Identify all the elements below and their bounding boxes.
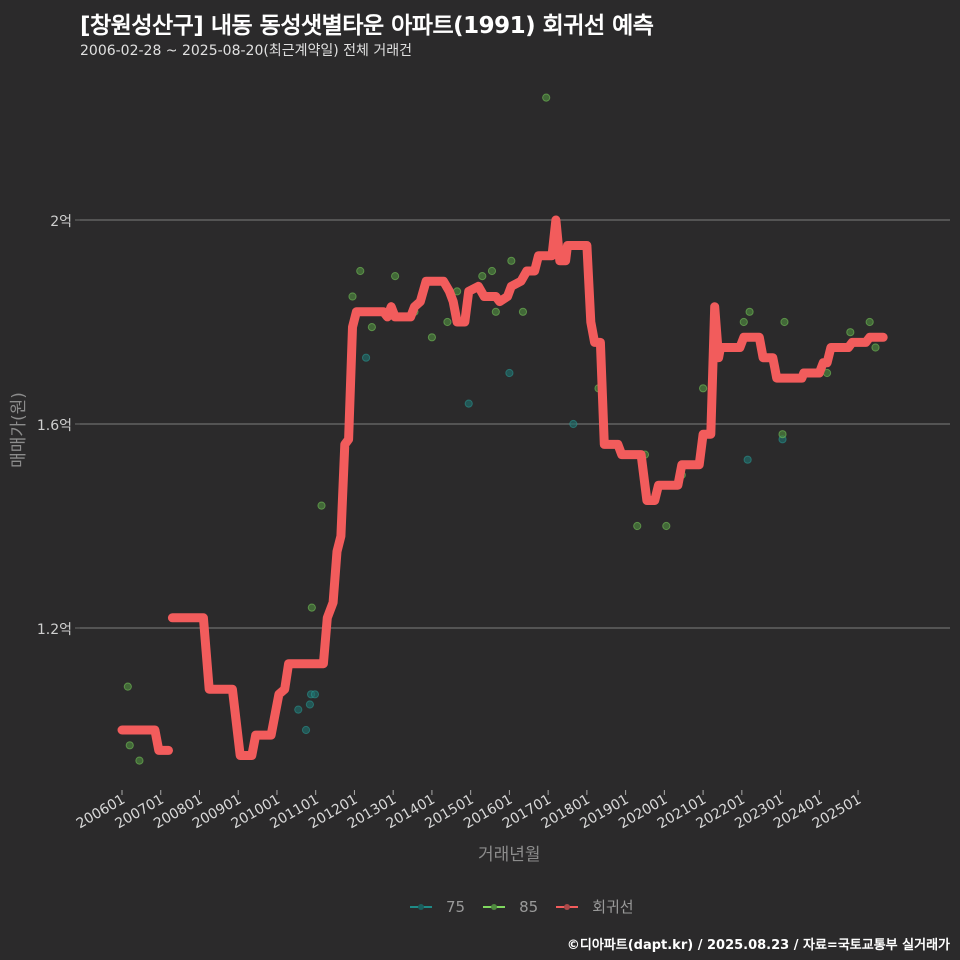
y-tick-label: 1.2억 xyxy=(36,622,72,638)
data-point xyxy=(743,455,752,464)
legend-key-85-icon xyxy=(483,902,506,912)
legend-label-85: 85 xyxy=(519,897,539,916)
y-axis-label: 매매가(원) xyxy=(9,392,29,468)
data-point xyxy=(491,307,500,316)
data-point xyxy=(542,93,551,102)
data-point xyxy=(699,384,708,393)
legend: 75 85 회귀선 xyxy=(410,896,642,917)
data-point xyxy=(427,333,437,342)
data-point xyxy=(348,292,357,301)
data-point xyxy=(361,353,371,362)
y-tick-label: 1.6억 xyxy=(36,418,72,434)
data-point xyxy=(443,317,452,327)
data-point xyxy=(123,682,132,691)
data-point xyxy=(478,272,487,281)
data-point xyxy=(505,368,514,378)
x-axis-ticks: 2006012007012008012009012010012011012012… xyxy=(74,790,864,832)
series-85-points xyxy=(123,93,880,765)
x-axis-label: 거래년월 xyxy=(478,845,541,865)
data-point xyxy=(569,419,578,429)
legend-key-regression-icon xyxy=(556,902,579,912)
data-point xyxy=(464,399,473,408)
data-point xyxy=(662,521,671,531)
gridlines xyxy=(75,219,950,629)
regression-segment xyxy=(117,725,173,755)
data-point xyxy=(518,307,528,316)
data-point xyxy=(871,343,880,352)
data-point xyxy=(305,700,314,709)
regression-line xyxy=(117,215,888,760)
legend-item-85[interactable]: 85 xyxy=(483,898,538,916)
data-point xyxy=(125,741,134,750)
data-point xyxy=(739,317,748,327)
legend-key-75-icon xyxy=(410,902,432,912)
chart-subtitle: 2006-02-28 ~ 2025-08-20(최근계약일) 전체 거래건 xyxy=(80,43,412,59)
legend-item-regression[interactable]: 회귀선 xyxy=(556,896,634,917)
data-point xyxy=(301,725,311,735)
data-point xyxy=(391,272,400,281)
data-point xyxy=(294,705,303,714)
data-point xyxy=(633,521,642,531)
data-point xyxy=(778,430,787,439)
data-point xyxy=(865,317,874,327)
data-point xyxy=(507,256,516,265)
data-point xyxy=(317,501,326,510)
data-point xyxy=(307,603,316,612)
y-tick-label: 2억 xyxy=(50,214,72,230)
chart-title: [창원성산구] 내동 동성샛별타운 아파트(1991) 회귀선 예측 xyxy=(80,13,654,39)
data-point xyxy=(135,756,144,765)
data-point xyxy=(356,266,365,276)
legend-item-75[interactable]: 75 xyxy=(410,898,465,916)
legend-label-regression: 회귀선 xyxy=(592,898,634,916)
data-point xyxy=(780,317,789,327)
data-point xyxy=(487,266,497,276)
regression-segment xyxy=(167,215,888,760)
source-caption: ©디아파트(dapt.kr) / 2025.08.23 / 자료=국토교통부 실… xyxy=(566,938,950,953)
data-point xyxy=(846,328,855,337)
data-point xyxy=(745,307,754,316)
data-point xyxy=(367,323,376,332)
legend-label-75: 75 xyxy=(446,897,466,916)
data-point xyxy=(310,690,320,699)
